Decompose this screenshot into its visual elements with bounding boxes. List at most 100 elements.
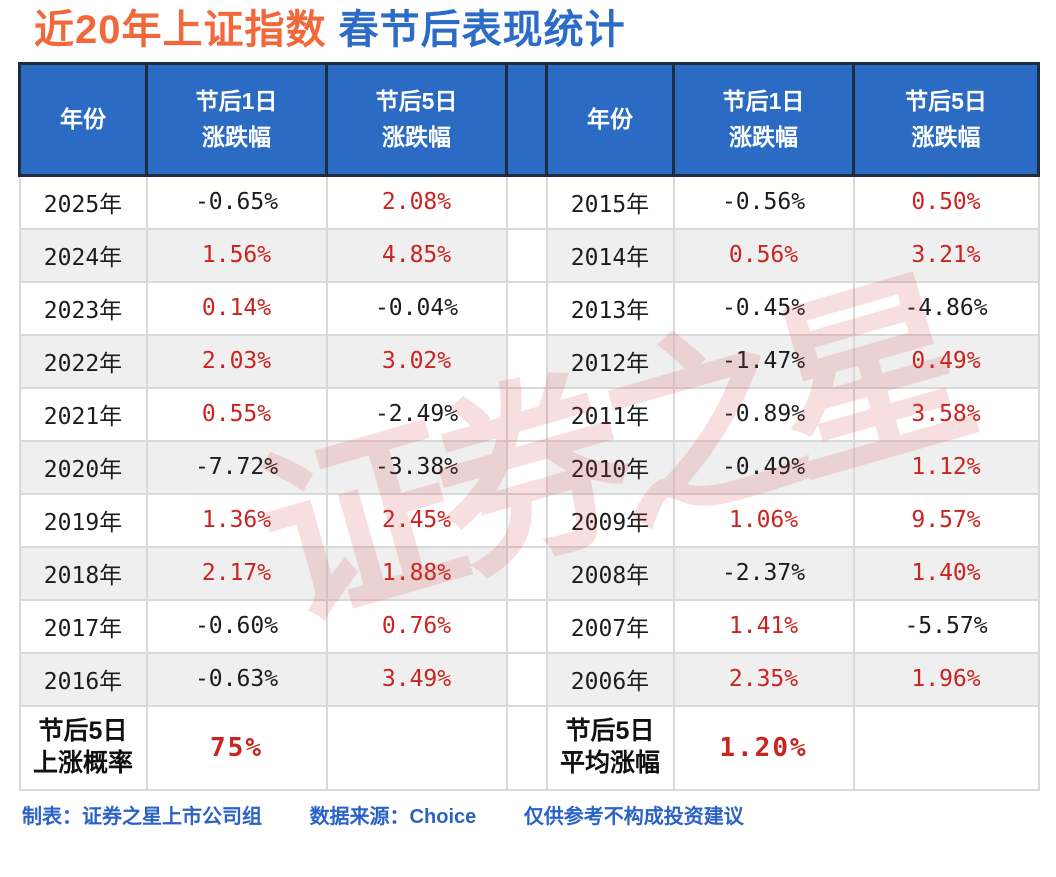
year-cell: 2017年 [18, 598, 148, 654]
year-cell: 2021年 [18, 386, 148, 442]
title-highlight: 近20年上证指数 [34, 8, 327, 52]
footer-disclaimer: 仅供参考不构成投资建议 [523, 805, 744, 828]
value-cell: -0.63% [145, 651, 328, 707]
value-cell: 1.41% [672, 598, 855, 654]
value-cell: 0.50% [852, 174, 1040, 230]
year-cell: 2019年 [18, 492, 148, 548]
table-row: 2024年 1.56% 4.85% 2014年 0.56% 3.21% [18, 227, 1040, 283]
empty-cell [852, 704, 1040, 791]
year-cell: 2023年 [18, 280, 148, 336]
table-row: 2020年 -7.72% -3.38% 2010年 -0.49% 1.12% [18, 439, 1040, 495]
column-spacer [505, 439, 548, 495]
value-cell: 0.55% [145, 386, 328, 442]
header-day5-left: 节后5日 涨跌幅 [325, 62, 508, 177]
value-cell: -2.37% [672, 545, 855, 601]
table-body: 2025年 -0.65% 2.08% 2015年 -0.56% 0.50% 2024年 1.5… [18, 174, 1040, 791]
column-spacer [505, 280, 548, 336]
value-cell: 1.06% [672, 492, 855, 548]
year-cell: 2020年 [18, 439, 148, 495]
page-title: 近20年上证指数 春节后表现统计 [0, 0, 1056, 54]
footer-source: 数据来源：Choice [309, 805, 477, 828]
year-cell: 2011年 [545, 386, 675, 442]
value-cell: -0.56% [672, 174, 855, 230]
value-cell: 3.58% [852, 386, 1040, 442]
year-cell: 2006年 [545, 651, 675, 707]
year-cell: 2016年 [18, 651, 148, 707]
year-cell: 2007年 [545, 598, 675, 654]
year-cell: 2010年 [545, 439, 675, 495]
column-spacer [505, 704, 548, 791]
value-cell: -0.45% [672, 280, 855, 336]
summary-label-average: 节后5日 平均涨幅 [545, 704, 675, 791]
year-cell: 2013年 [545, 280, 675, 336]
summary-row: 节后5日 上涨概率 75% 节后5日 平均涨幅 1.20% [18, 704, 1040, 791]
value-cell: 1.40% [852, 545, 1040, 601]
header-row: 年份 节后1日 涨跌幅 节后5日 涨跌幅 年份 节后1日 涨跌幅 节后5日 涨跌… [18, 62, 1040, 177]
value-cell: 3.49% [325, 651, 508, 707]
value-cell: 9.57% [852, 492, 1040, 548]
value-cell: 1.88% [325, 545, 508, 601]
header-year-left: 年份 [18, 62, 148, 177]
value-cell: 0.14% [145, 280, 328, 336]
value-cell: 2.45% [325, 492, 508, 548]
year-cell: 2015年 [545, 174, 675, 230]
value-cell: 1.96% [852, 651, 1040, 707]
year-cell: 2008年 [545, 545, 675, 601]
value-cell: -3.38% [325, 439, 508, 495]
value-cell: -2.49% [325, 386, 508, 442]
table-row: 2025年 -0.65% 2.08% 2015年 -0.56% 0.50% [18, 174, 1040, 230]
column-spacer [505, 598, 548, 654]
table-header: 年份 节后1日 涨跌幅 节后5日 涨跌幅 年份 节后1日 涨跌幅 节后5日 涨跌… [18, 62, 1040, 177]
value-cell: -1.47% [672, 333, 855, 389]
summary-value-average: 1.20% [672, 704, 855, 791]
value-cell: -0.89% [672, 386, 855, 442]
footer: 制表：证券之星上市公司组 数据来源：Choice 仅供参考不构成投资建议 [22, 800, 1056, 829]
column-spacer [505, 492, 548, 548]
value-cell: -7.72% [145, 439, 328, 495]
table-row: 2017年 -0.60% 0.76% 2007年 1.41% -5.57% [18, 598, 1040, 654]
value-cell: -0.65% [145, 174, 328, 230]
summary-value-win-rate: 75% [145, 704, 328, 791]
table-row: 2016年 -0.63% 3.49% 2006年 2.35% 1.96% [18, 651, 1040, 707]
table-row: 2021年 0.55% -2.49% 2011年 -0.89% 3.58% [18, 386, 1040, 442]
footer-credit: 制表：证券之星上市公司组 [22, 805, 262, 828]
table-row: 2018年 2.17% 1.88% 2008年 -2.37% 1.40% [18, 545, 1040, 601]
table-row: 2023年 0.14% -0.04% 2013年 -0.45% -4.86% [18, 280, 1040, 336]
value-cell: 2.03% [145, 333, 328, 389]
value-cell: -5.57% [852, 598, 1040, 654]
value-cell: 2.35% [672, 651, 855, 707]
header-day1-left: 节后1日 涨跌幅 [145, 62, 328, 177]
value-cell: 1.36% [145, 492, 328, 548]
table-row: 2022年 2.03% 3.02% 2012年 -1.47% 0.49% [18, 333, 1040, 389]
header-day5-right: 节后5日 涨跌幅 [852, 62, 1040, 177]
summary-label-win-rate: 节后5日 上涨概率 [18, 704, 148, 791]
value-cell: 4.85% [325, 227, 508, 283]
column-spacer [505, 545, 548, 601]
column-spacer [505, 174, 548, 230]
results-table: 年份 节后1日 涨跌幅 节后5日 涨跌幅 年份 节后1日 涨跌幅 节后5日 涨跌… [18, 62, 1040, 791]
value-cell: -0.04% [325, 280, 508, 336]
title-rest: 春节后表现统计 [338, 8, 626, 52]
column-spacer [505, 227, 548, 283]
value-cell: 3.21% [852, 227, 1040, 283]
header-day1-right: 节后1日 涨跌幅 [672, 62, 855, 177]
year-cell: 2012年 [545, 333, 675, 389]
value-cell: 1.12% [852, 439, 1040, 495]
value-cell: -0.60% [145, 598, 328, 654]
column-spacer [505, 333, 548, 389]
table-row: 2019年 1.36% 2.45% 2009年 1.06% 9.57% [18, 492, 1040, 548]
value-cell: 2.17% [145, 545, 328, 601]
column-spacer [505, 386, 548, 442]
value-cell: 0.49% [852, 333, 1040, 389]
empty-cell [325, 704, 508, 791]
value-cell: -0.49% [672, 439, 855, 495]
value-cell: -4.86% [852, 280, 1040, 336]
value-cell: 1.56% [145, 227, 328, 283]
year-cell: 2009年 [545, 492, 675, 548]
year-cell: 2024年 [18, 227, 148, 283]
value-cell: 2.08% [325, 174, 508, 230]
value-cell: 0.56% [672, 227, 855, 283]
year-cell: 2022年 [18, 333, 148, 389]
header-year-right: 年份 [545, 62, 675, 177]
value-cell: 0.76% [325, 598, 508, 654]
